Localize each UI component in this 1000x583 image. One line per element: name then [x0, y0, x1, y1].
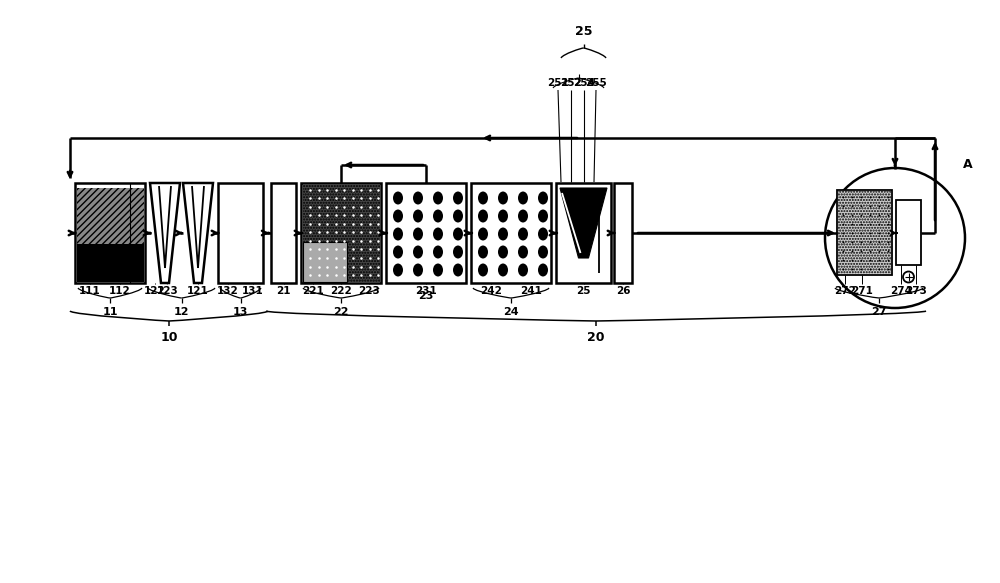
Ellipse shape [498, 191, 508, 205]
Ellipse shape [453, 245, 463, 258]
Bar [471, 183, 551, 283]
Circle shape [903, 272, 914, 283]
Ellipse shape [433, 209, 443, 223]
Ellipse shape [478, 227, 488, 241]
Text: 20: 20 [587, 331, 605, 344]
Bar [896, 200, 921, 265]
Ellipse shape [518, 245, 528, 258]
Ellipse shape [538, 264, 548, 276]
Text: 272: 272 [834, 286, 856, 296]
Text: 123: 123 [157, 286, 179, 296]
Text: 251: 251 [547, 78, 569, 88]
Polygon shape [560, 188, 607, 258]
Text: 131: 131 [242, 286, 264, 296]
Text: 13: 13 [233, 307, 248, 317]
Text: 25: 25 [575, 25, 592, 38]
Polygon shape [150, 183, 180, 283]
Ellipse shape [518, 209, 528, 223]
Bar [838, 191, 891, 274]
Ellipse shape [518, 191, 528, 205]
Ellipse shape [538, 191, 548, 205]
Text: 231: 231 [415, 286, 437, 296]
Ellipse shape [433, 245, 443, 258]
Ellipse shape [478, 209, 488, 223]
Text: 22: 22 [333, 307, 349, 317]
Text: 121: 121 [187, 286, 209, 296]
Circle shape [825, 168, 965, 308]
Bar [75, 183, 145, 283]
Text: 223: 223 [358, 286, 380, 296]
Ellipse shape [393, 245, 403, 258]
Text: 241: 241 [520, 286, 542, 296]
Ellipse shape [538, 227, 548, 241]
Ellipse shape [478, 191, 488, 205]
Text: 26: 26 [616, 286, 630, 296]
Bar [76, 244, 144, 282]
Text: 132: 132 [217, 286, 239, 296]
Text: 254: 254 [573, 78, 595, 88]
Ellipse shape [393, 227, 403, 241]
Polygon shape [183, 183, 213, 283]
Ellipse shape [538, 209, 548, 223]
Ellipse shape [518, 227, 528, 241]
Ellipse shape [413, 227, 423, 241]
Text: 12: 12 [174, 307, 189, 317]
Text: 11: 11 [102, 307, 118, 317]
Ellipse shape [498, 209, 508, 223]
Bar [837, 190, 892, 275]
Ellipse shape [413, 191, 423, 205]
Ellipse shape [413, 209, 423, 223]
Text: 271: 271 [851, 286, 873, 296]
Ellipse shape [538, 245, 548, 258]
Bar [218, 183, 263, 283]
Ellipse shape [453, 227, 463, 241]
Bar [302, 241, 347, 282]
Bar [556, 183, 611, 283]
Text: 274: 274 [890, 286, 912, 296]
Ellipse shape [393, 209, 403, 223]
Ellipse shape [453, 209, 463, 223]
Ellipse shape [393, 264, 403, 276]
Text: 242: 242 [480, 286, 502, 296]
Text: A: A [963, 158, 973, 171]
Ellipse shape [498, 227, 508, 241]
Text: 112: 112 [109, 286, 131, 296]
Text: 122: 122 [144, 286, 166, 296]
Bar [614, 183, 632, 283]
Ellipse shape [433, 264, 443, 276]
Text: 21: 21 [276, 286, 291, 296]
Ellipse shape [433, 191, 443, 205]
Ellipse shape [478, 245, 488, 258]
Ellipse shape [453, 191, 463, 205]
Bar [386, 183, 466, 283]
Text: 255: 255 [585, 78, 607, 88]
Text: 25: 25 [576, 286, 591, 296]
Text: 222: 222 [330, 286, 352, 296]
Ellipse shape [518, 264, 528, 276]
Text: 221: 221 [302, 286, 324, 296]
Text: 10: 10 [160, 331, 178, 344]
Bar [76, 188, 144, 244]
Ellipse shape [413, 245, 423, 258]
Text: 23: 23 [418, 291, 434, 301]
Bar [301, 183, 381, 283]
Text: 111: 111 [79, 286, 101, 296]
Ellipse shape [393, 191, 403, 205]
Text: 24: 24 [503, 307, 519, 317]
Text: 27: 27 [871, 307, 887, 317]
Text: 252: 252 [560, 78, 582, 88]
Ellipse shape [413, 264, 423, 276]
Bar [271, 183, 296, 283]
Text: 273: 273 [905, 286, 927, 296]
Ellipse shape [498, 264, 508, 276]
Ellipse shape [498, 245, 508, 258]
Ellipse shape [433, 227, 443, 241]
Ellipse shape [453, 264, 463, 276]
Bar [302, 184, 380, 282]
Ellipse shape [478, 264, 488, 276]
